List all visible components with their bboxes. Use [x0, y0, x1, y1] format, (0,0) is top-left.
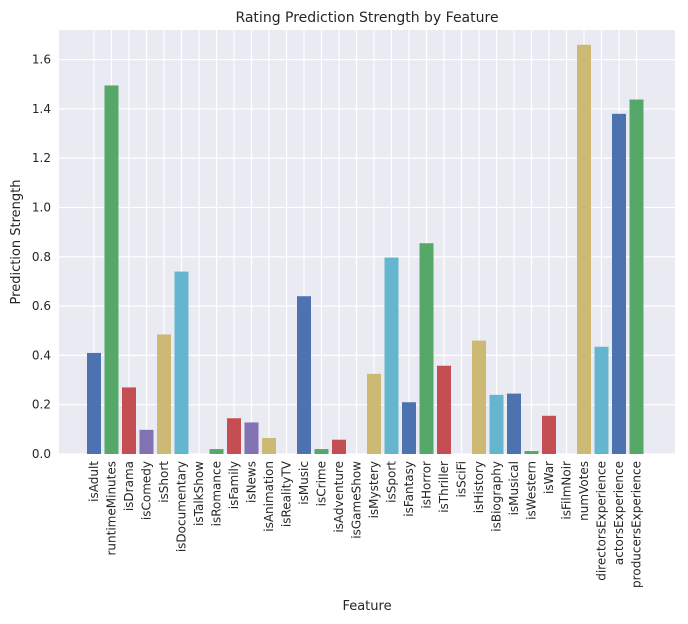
bar-isWar [542, 415, 556, 454]
y-axis-label: Prediction Strength [9, 180, 24, 305]
x-tick-label-isSport: isSport [385, 461, 399, 503]
x-tick-labels: isAdult runtimeMinutes isDrama isComedy isSh… [87, 460, 644, 588]
x-tick-label-runtimeMinutes: runtimeMinutes [105, 461, 119, 556]
bar-isThriller [437, 365, 451, 454]
bar-isDocumentary [174, 271, 189, 454]
x-tick-label-isGameShow: isGameShow [350, 461, 364, 539]
x-tick-label-isAnimation: isAnimation [262, 461, 276, 532]
x-tick-label-isRomance: isRomance [210, 461, 224, 526]
bar-directorsExperience [594, 346, 609, 454]
bar-isComedy [139, 429, 154, 454]
bar-actorsExperience [612, 113, 626, 454]
x-tick-label-isDrama: isDrama [122, 461, 136, 511]
x-tick-label-isWar: isWar [542, 461, 556, 494]
bar-isBiography [489, 394, 504, 454]
bar-isMusical [507, 393, 521, 454]
y-tick-label: 0.2 [32, 398, 51, 412]
x-tick-label-isFamily: isFamily [227, 461, 241, 509]
y-tick-label: 1.6 [32, 53, 51, 67]
x-tick-label-isComedy: isComedy [140, 461, 154, 520]
y-tick-labels: 0.0 0.2 0.4 0.6 0.8 1.0 1.2 1.4 1.6 [32, 53, 51, 461]
x-tick-label-isNews: isNews [245, 461, 259, 503]
x-tick-label-isHorror: isHorror [420, 461, 434, 509]
x-tick-label-isMusic: isMusic [297, 461, 311, 505]
x-tick-label-isWestern: isWestern [525, 461, 539, 520]
x-tick-label-actorsExperience: actorsExperience [612, 461, 626, 565]
x-tick-label-isMystery: isMystery [367, 461, 381, 518]
x-tick-label-isAdult: isAdult [87, 461, 101, 502]
bar-isAdult [87, 352, 101, 454]
bar-isRomance [209, 449, 224, 454]
bar-isHorror [419, 243, 434, 454]
chart-title: Rating Prediction Strength by Feature [235, 10, 498, 26]
bar-isWestern [524, 451, 539, 454]
x-tick-label-isRealityTV: isRealityTV [280, 460, 294, 527]
bar-isFantasy [402, 402, 416, 454]
x-tick-label-isFilmNoir: isFilmNoir [560, 461, 574, 520]
bar-isMystery [367, 373, 381, 454]
x-axis-label: Feature [342, 599, 391, 614]
x-tick-label-isThriller: isThriller [437, 461, 451, 513]
y-tick-label: 0.6 [32, 299, 51, 313]
bar-isHistory [472, 340, 486, 454]
y-tick-label: 0.4 [32, 348, 51, 362]
bar-runtimeMinutes [104, 85, 119, 454]
y-tick-label: 1.2 [32, 151, 51, 165]
bar-isShort [157, 334, 171, 454]
y-tick-label: 0.0 [32, 447, 51, 461]
y-tick-label: 0.8 [32, 250, 51, 264]
bar-isFamily [227, 418, 241, 454]
x-tick-label-isMusical: isMusical [507, 461, 521, 515]
bar-isSport [384, 257, 399, 454]
x-tick-label-numVotes: numVotes [577, 461, 591, 521]
bar-isAnimation [262, 437, 276, 454]
x-tick-label-isHistory: isHistory [472, 461, 486, 513]
bar-isNews [244, 422, 259, 454]
bar-producersExperience [629, 99, 644, 454]
bar-isMusic [297, 296, 311, 454]
x-tick-label-isBiography: isBiography [490, 461, 504, 532]
x-tick-label-isAdventure: isAdventure [332, 461, 346, 533]
x-tick-label-isTalkShow: isTalkShow [192, 461, 206, 526]
bar-isCrime [314, 449, 329, 454]
bars [87, 44, 644, 454]
x-tick-label-directorsExperience: directorsExperience [595, 461, 609, 581]
y-tick-label: 1.4 [32, 102, 51, 116]
x-tick-label-isSciFi: isSciFi [455, 461, 469, 498]
x-tick-label-isDocumentary: isDocumentary [175, 461, 189, 552]
x-tick-label-producersExperience: producersExperience [630, 461, 644, 588]
bar-isDrama [122, 387, 136, 454]
x-tick-label-isFantasy: isFantasy [402, 461, 416, 517]
bar-isAdventure [332, 439, 346, 454]
x-tick-label-isShort: isShort [157, 461, 171, 503]
x-tick-label-isCrime: isCrime [315, 461, 329, 506]
y-tick-label: 1.0 [32, 200, 51, 214]
bar-numVotes [577, 44, 591, 454]
